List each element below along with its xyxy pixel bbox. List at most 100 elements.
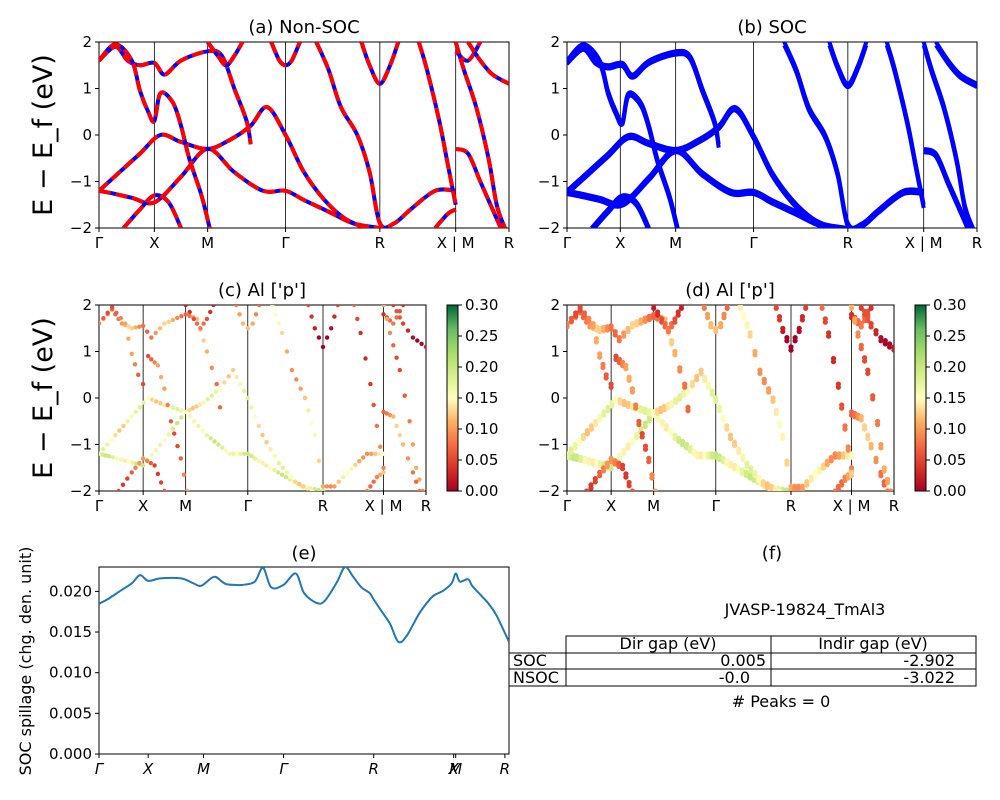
projection-point bbox=[586, 318, 592, 324]
projection-point bbox=[234, 305, 239, 308]
projection-point bbox=[642, 446, 649, 452]
projection-point bbox=[141, 400, 147, 405]
projection-point bbox=[394, 355, 399, 360]
projection-point bbox=[374, 423, 380, 429]
projection-point bbox=[414, 465, 419, 470]
projection-point bbox=[748, 468, 754, 474]
band-down-line bbox=[453, 42, 507, 228]
projection-point bbox=[642, 409, 648, 415]
projection-point bbox=[736, 449, 742, 455]
projection-point bbox=[581, 313, 588, 319]
projection-point bbox=[702, 377, 708, 383]
projection-point bbox=[183, 312, 188, 317]
projection-point bbox=[689, 383, 696, 389]
projection-point bbox=[820, 465, 827, 471]
projection-point bbox=[634, 434, 640, 441]
projection-point bbox=[126, 459, 131, 464]
projection-point bbox=[691, 451, 697, 457]
projection-point bbox=[887, 344, 893, 350]
projection-point bbox=[882, 341, 888, 347]
projection-point bbox=[129, 351, 134, 356]
projection-point bbox=[241, 388, 247, 394]
projection-point bbox=[858, 324, 864, 330]
projection-point bbox=[675, 312, 681, 318]
projection-point bbox=[183, 409, 188, 415]
projection-point bbox=[320, 344, 326, 350]
table-row-nsoc-label: NSOC bbox=[513, 668, 559, 687]
projection-point bbox=[405, 328, 411, 333]
projection-point bbox=[170, 405, 176, 410]
projection-point bbox=[724, 426, 730, 432]
projection-point bbox=[140, 456, 146, 461]
projection-point bbox=[698, 454, 705, 460]
projection-point bbox=[638, 320, 644, 326]
x-tick-label: Γ bbox=[95, 234, 104, 252]
projection-point bbox=[669, 324, 675, 330]
projection-point bbox=[208, 436, 213, 441]
projection-point bbox=[332, 314, 337, 319]
projection-point bbox=[568, 449, 574, 455]
projection-point bbox=[868, 445, 874, 451]
colorbar-tick-label: 0.25 bbox=[465, 327, 498, 345]
ylabel-top: E − E_f (eV) bbox=[28, 54, 59, 216]
projection-point bbox=[832, 454, 838, 460]
projection-point bbox=[211, 305, 216, 308]
projection-point bbox=[245, 395, 250, 401]
band-down-line bbox=[99, 44, 253, 145]
projection-point bbox=[149, 335, 154, 340]
band-soc-split-line bbox=[591, 196, 650, 228]
projection-point bbox=[201, 338, 206, 343]
projection-point bbox=[249, 405, 254, 410]
projection-point bbox=[113, 433, 118, 438]
projection-point bbox=[609, 403, 615, 409]
projection-point bbox=[646, 459, 652, 465]
x-tick-label: M bbox=[669, 234, 682, 252]
projection-point bbox=[212, 439, 217, 444]
projection-point bbox=[400, 305, 406, 308]
projection-point bbox=[651, 305, 657, 311]
band-down-line bbox=[466, 42, 509, 86]
projection-point bbox=[242, 451, 247, 456]
projection-point bbox=[604, 463, 610, 469]
projection-point bbox=[109, 305, 115, 310]
projection-point bbox=[835, 384, 842, 390]
projection-point bbox=[655, 417, 661, 423]
colorbar-d-gradient bbox=[914, 304, 927, 492]
panel-c-projected: −2 −1 0 1 2 Γ X M Γ R X | M R bbox=[70, 296, 431, 515]
y-tick-label: 1 bbox=[82, 343, 92, 361]
projection-point bbox=[891, 347, 894, 353]
band-soc-split-line bbox=[884, 44, 926, 209]
projection-point bbox=[724, 305, 730, 311]
y-tick-label: 0 bbox=[82, 126, 92, 144]
x-tick-label: X | M bbox=[365, 497, 403, 515]
colorbar-tick-label: 0.30 bbox=[933, 296, 966, 314]
projection-point bbox=[181, 472, 187, 477]
projection-point bbox=[824, 461, 830, 468]
colorbar-tick-label: 0.15 bbox=[933, 389, 966, 407]
ylabel-mid: E − E_f (eV) bbox=[28, 317, 59, 479]
projection-point bbox=[623, 474, 629, 480]
projection-point bbox=[234, 451, 240, 456]
projection-point bbox=[391, 305, 396, 308]
projection-point bbox=[397, 433, 402, 438]
projection-point bbox=[149, 453, 154, 458]
band-soc-split-line bbox=[922, 150, 970, 228]
projection-point bbox=[646, 316, 653, 322]
projection-point bbox=[125, 419, 130, 424]
projection-point bbox=[103, 453, 108, 458]
projection-point bbox=[283, 474, 289, 480]
projection-point bbox=[588, 485, 594, 491]
projection-point bbox=[600, 468, 607, 474]
panel-e-title: (e) bbox=[291, 543, 316, 564]
projection-point bbox=[744, 324, 750, 330]
y-tick-label: 2 bbox=[82, 33, 92, 51]
y-tick-label: 2 bbox=[550, 296, 560, 314]
projection-point bbox=[819, 305, 825, 311]
projection-point bbox=[260, 460, 265, 466]
projection-point bbox=[165, 402, 170, 408]
x-tick-label: X bbox=[606, 497, 616, 515]
projection-point bbox=[878, 445, 884, 451]
x-tick-label: R bbox=[972, 234, 982, 252]
projection-point bbox=[312, 433, 317, 438]
